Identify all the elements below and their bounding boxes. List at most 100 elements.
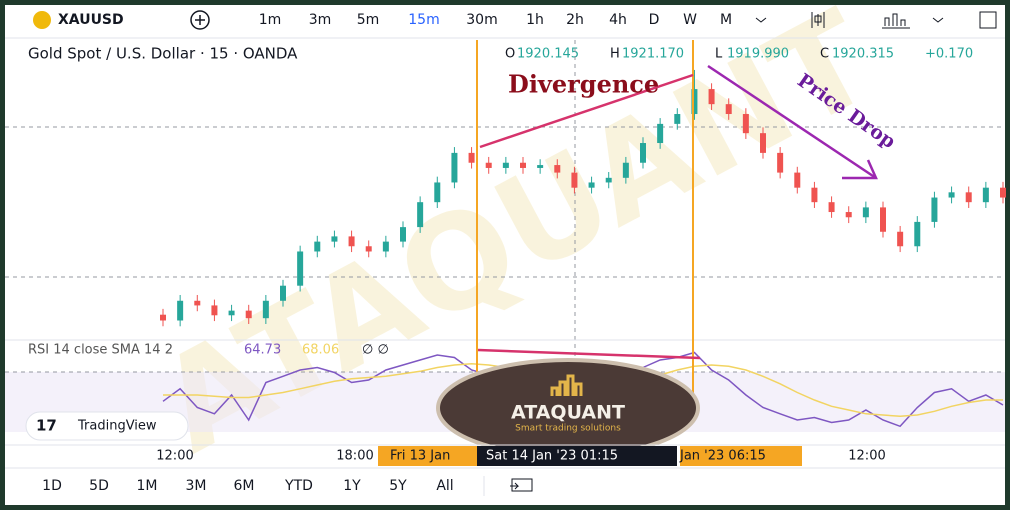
logo-icon	[550, 374, 583, 396]
time-label: 12:00	[848, 449, 885, 464]
time-label: 18:00	[336, 449, 373, 464]
candle-body	[434, 182, 441, 203]
date-label: Fri 13 Jan	[390, 449, 450, 464]
change: +0.170	[925, 47, 973, 62]
ohlc-value: 1921.170	[622, 47, 684, 62]
candle-body	[485, 162, 492, 168]
range[interactable]: 1Y	[343, 478, 361, 494]
interval[interactable]: 4h	[609, 12, 627, 28]
candle-body	[777, 152, 784, 173]
interval[interactable]: 1h	[526, 12, 544, 28]
candle-body	[537, 165, 544, 168]
interval[interactable]: 1m	[259, 12, 282, 28]
candle-body	[845, 212, 852, 218]
candle-body	[1000, 187, 1006, 198]
candle-body	[417, 202, 424, 228]
candle-body	[982, 187, 989, 203]
candle-body	[862, 207, 869, 218]
ohlc-value: 1920.145	[517, 47, 579, 62]
interval[interactable]: 5m	[357, 12, 380, 28]
candle-body	[640, 143, 646, 163]
candle-body	[451, 152, 458, 183]
candle-body	[520, 162, 526, 168]
interval[interactable]: W	[683, 12, 697, 28]
candle-body	[211, 305, 218, 316]
candle-body	[691, 89, 698, 115]
candle-body	[897, 231, 904, 247]
interval[interactable]: M	[720, 12, 732, 28]
candles	[160, 69, 1006, 327]
symbol-icon	[33, 11, 51, 29]
range[interactable]: All	[436, 478, 453, 494]
arrow-head	[842, 159, 878, 180]
chart-type[interactable]	[811, 12, 825, 28]
candle-body	[468, 152, 475, 163]
interval-menu[interactable]	[755, 17, 767, 23]
rsi-label: RSI 14 close SMA 14 2	[28, 343, 173, 358]
indicators-menu[interactable]	[932, 17, 944, 23]
divergence-label: Divergence	[508, 70, 659, 99]
range[interactable]: 1D	[42, 478, 62, 494]
badge[interactable]	[25, 411, 189, 441]
cursor-label: Sat 14 Jan '23 01:15	[486, 449, 618, 464]
date-label: Jan '23 06:15	[679, 449, 766, 464]
range[interactable]: 3M	[186, 478, 207, 494]
range[interactable]: 6M	[234, 478, 255, 494]
candle-body	[811, 187, 818, 203]
interval[interactable]: 30m	[466, 12, 497, 28]
ohlc-value: 1919.990	[727, 47, 789, 62]
candle-body	[708, 89, 715, 105]
range[interactable]: 5Y	[389, 478, 407, 494]
time-label: 12:00	[156, 449, 193, 464]
interval[interactable]: 15m	[408, 12, 439, 28]
compare[interactable]	[510, 478, 533, 492]
badge-logo: 𝟭7	[36, 417, 57, 435]
candle-body	[914, 221, 921, 247]
range[interactable]: YTD	[284, 478, 313, 494]
ohlc-key: O	[505, 47, 515, 62]
ohlc: O 1920.145 H 1921.170 L 1919.990 C 1920.315	[505, 47, 894, 62]
divergence-rsi	[477, 348, 701, 360]
candle-body	[280, 285, 286, 301]
candle-body	[742, 114, 749, 134]
interval[interactable]: D	[649, 12, 660, 28]
interval[interactable]: 3m	[309, 12, 332, 28]
candle-body	[965, 192, 972, 203]
logo-name: ATAQUANT	[511, 402, 625, 424]
date-highlight	[378, 446, 478, 466]
legend-title: Gold Spot / U.S. Dollar · 15 · OANDA	[28, 45, 298, 63]
ohlc-key: L	[715, 47, 723, 62]
candle-body	[657, 123, 664, 144]
layout[interactable]	[979, 11, 997, 29]
intervals: 1m 3m 5m 15m 30m 1h 2h 4h D W M	[259, 12, 732, 28]
candle-body	[828, 202, 835, 213]
rsi-sma-value: 68.06	[302, 343, 339, 358]
symbol[interactable]: XAUUSD	[58, 12, 124, 28]
badge-text: TradingView	[77, 419, 157, 434]
candle-body	[348, 236, 355, 247]
candle-body	[931, 197, 938, 222]
add-symbol[interactable]	[190, 10, 210, 30]
plus	[195, 15, 205, 25]
candle-body	[194, 300, 201, 306]
candle-body	[382, 241, 389, 252]
candle-body	[160, 314, 166, 321]
candle-body	[314, 241, 321, 252]
candle-body	[331, 236, 338, 242]
candle-body	[262, 300, 269, 319]
candle-body	[674, 114, 681, 124]
interval[interactable]: 2h	[566, 12, 584, 28]
drop-arrow	[707, 64, 877, 180]
candle-body	[571, 172, 578, 188]
candle-body	[605, 177, 612, 183]
candle-body	[297, 251, 304, 286]
range[interactable]: 5D	[89, 478, 109, 494]
range[interactable]: 1M	[137, 478, 158, 494]
date-highlight	[680, 446, 802, 466]
candle-body	[177, 300, 184, 321]
candle-body	[725, 104, 732, 115]
ohlc-key: H	[610, 47, 620, 62]
indicators[interactable]	[882, 13, 910, 29]
